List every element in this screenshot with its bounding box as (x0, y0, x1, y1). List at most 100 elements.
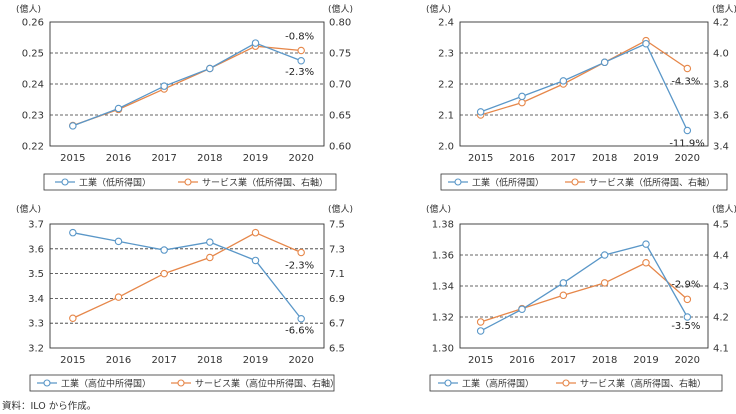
x-tick-label: 2017 (551, 355, 576, 366)
right-tick-label: 3.8 (713, 80, 729, 91)
services-line (72, 231, 302, 319)
legend-services-marker (177, 379, 185, 387)
legend-services-label: サービス業（高位中所得国、右軸） (195, 378, 339, 390)
x-tick-label: 2018 (592, 153, 617, 164)
services-point (683, 64, 692, 73)
industry-point (642, 39, 650, 48)
industry-point (251, 256, 260, 265)
change-annotation: -4.3% (671, 77, 700, 88)
left-tick-label: 0.23 (22, 111, 44, 122)
right-tick-label: 0.80 (329, 18, 351, 29)
x-tick-label: 2019 (633, 355, 658, 366)
change-annotation: -0.8% (285, 32, 314, 43)
right-tick-label: 3.6 (713, 111, 729, 122)
legend-industry-marker (61, 178, 69, 186)
change-annotation: -2.3% (285, 261, 314, 272)
change-annotation: -3.5% (671, 321, 700, 332)
plot-frame (459, 223, 709, 349)
legend-industry-label: 工業（低所得国） (472, 177, 544, 189)
source-note: 資料：ILO から作成。 (2, 401, 97, 412)
left-tick-label: 2.1 (438, 111, 454, 122)
right-tick-label: 7.1 (329, 269, 345, 280)
industry-line (72, 42, 302, 127)
chart-panel-3: (億人) (億人) 3.2 6.5 3.3 6.7 3.4 6.9 3.5 7.1 3.6 7.3 3.… (16, 203, 353, 392)
left-tick-label: 1.32 (432, 313, 454, 324)
x-tick-label: 2016 (509, 355, 534, 366)
left-tick-label: 2.0 (438, 142, 454, 153)
legend-industry-marker (454, 178, 462, 186)
legend: 工業（低所得国） サービス業（低所得国、右軸） (43, 173, 337, 191)
x-tick-label: 2016 (509, 153, 534, 164)
right-tick-label: 4.0 (713, 49, 729, 60)
legend-industry-label: 工業（低所得国） (79, 177, 151, 189)
right-tick-label: 0.70 (329, 80, 351, 91)
left-tick-label: 3.2 (28, 344, 44, 355)
chart-panel-1: (億人) (億人) 0.22 0.60 0.23 0.65 0.24 0.70 0.25 0.75… (16, 3, 353, 191)
right-axis-unit: (億人) (328, 203, 353, 215)
services-line (480, 39, 688, 116)
services-point (297, 248, 305, 257)
left-tick-label: 1.36 (432, 251, 454, 262)
legend-services-marker (571, 178, 579, 186)
left-tick-label: 1.34 (432, 282, 454, 293)
x-tick-label: 2017 (551, 153, 576, 164)
industry-point (69, 122, 77, 130)
left-axis-unit: (億人) (426, 3, 451, 15)
right-axis-unit: (億人) (328, 3, 353, 15)
services-point (476, 318, 485, 326)
legend-industry-label: 工業（高所得国） (462, 378, 534, 390)
services-point (297, 46, 305, 55)
industry-point (160, 82, 168, 90)
change-annotation: -2.3% (285, 67, 314, 78)
legend-services-label: サービス業（低所得国、右軸） (202, 177, 328, 189)
left-tick-label: 0.24 (22, 80, 44, 91)
legend-services-label: サービス業（高所得国、右軸） (580, 378, 706, 390)
legend-industry-marker (444, 379, 452, 387)
change-annotation: -11.9% (669, 139, 704, 150)
services-line (480, 261, 688, 323)
x-tick-label: 2020 (675, 355, 700, 366)
left-tick-label: 3.3 (28, 319, 44, 330)
left-tick-label: 0.22 (22, 142, 44, 153)
industry-point (69, 228, 77, 237)
left-tick-label: 0.26 (22, 18, 44, 29)
industry-point (518, 305, 526, 314)
industry-point (114, 237, 123, 246)
industry-point (297, 56, 305, 65)
industry-point (683, 313, 692, 321)
industry-point (206, 238, 214, 246)
industry-point (251, 39, 260, 47)
legend-services-marker (184, 178, 192, 186)
left-axis-unit: (億人) (16, 3, 41, 15)
left-tick-label: 2.3 (438, 49, 454, 60)
x-tick-label: 2018 (197, 153, 222, 164)
left-tick-label: 3.6 (28, 244, 44, 255)
x-tick-label: 2019 (243, 153, 268, 164)
industry-line (480, 243, 688, 332)
legend-services-marker (562, 379, 570, 387)
left-axis-unit: (億人) (16, 203, 41, 215)
right-tick-label: 3.4 (713, 142, 729, 153)
industry-point (683, 126, 692, 135)
services-point (559, 291, 568, 300)
x-tick-label: 2015 (60, 153, 85, 164)
services-line (72, 45, 302, 127)
x-tick-label: 2015 (60, 355, 85, 366)
legend-industry-label: 工業（高位中所得国） (61, 378, 151, 390)
left-tick-label: 3.7 (28, 220, 44, 231)
services-point (160, 269, 168, 278)
x-tick-label: 2016 (106, 153, 131, 164)
chart-panel-2: (億人) (億人) 2.0 3.4 2.1 3.6 2.2 3.8 2.3 4.0 2.4 4.2 20… (426, 3, 736, 191)
right-tick-label: 4.3 (713, 282, 729, 293)
legend: 工業（高位中所得国） サービス業（高位中所得国、右軸） (29, 374, 339, 392)
right-tick-label: 0.65 (329, 111, 351, 122)
x-tick-label: 2020 (675, 153, 700, 164)
x-tick-label: 2015 (468, 355, 493, 366)
right-tick-label: 4.5 (713, 220, 729, 231)
services-point (69, 314, 77, 322)
right-tick-label: 6.9 (329, 294, 345, 305)
right-tick-label: 0.60 (329, 142, 351, 153)
services-point (114, 293, 123, 301)
left-tick-label: 0.25 (22, 49, 44, 60)
right-axis-unit: (億人) (712, 203, 736, 215)
